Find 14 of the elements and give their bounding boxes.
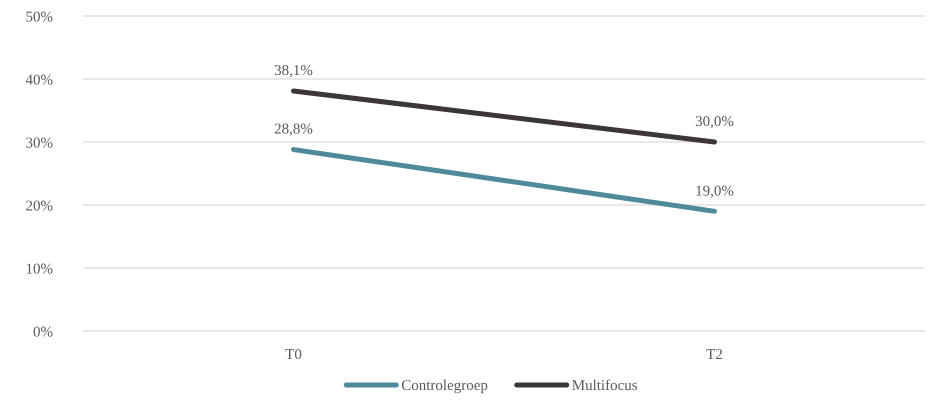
x-tick-label: T2 [706, 347, 723, 363]
y-tick-label: 0% [33, 324, 53, 340]
legend-label: Controlegroep [401, 378, 488, 394]
x-tick-label: T0 [285, 347, 302, 363]
data-label: 28,8% [274, 122, 313, 138]
data-label: 30,0% [695, 114, 734, 130]
data-label: 19,0% [695, 183, 734, 200]
y-tick-label: 30% [26, 135, 53, 152]
data-label: 38,1% [274, 62, 313, 79]
y-tick-label: 20% [26, 198, 53, 214]
legend-label: Multifocus [572, 378, 638, 394]
y-tick-label: 50% [26, 9, 53, 26]
y-tick-label: 40% [26, 72, 53, 88]
y-tick-label: 10% [26, 261, 53, 278]
